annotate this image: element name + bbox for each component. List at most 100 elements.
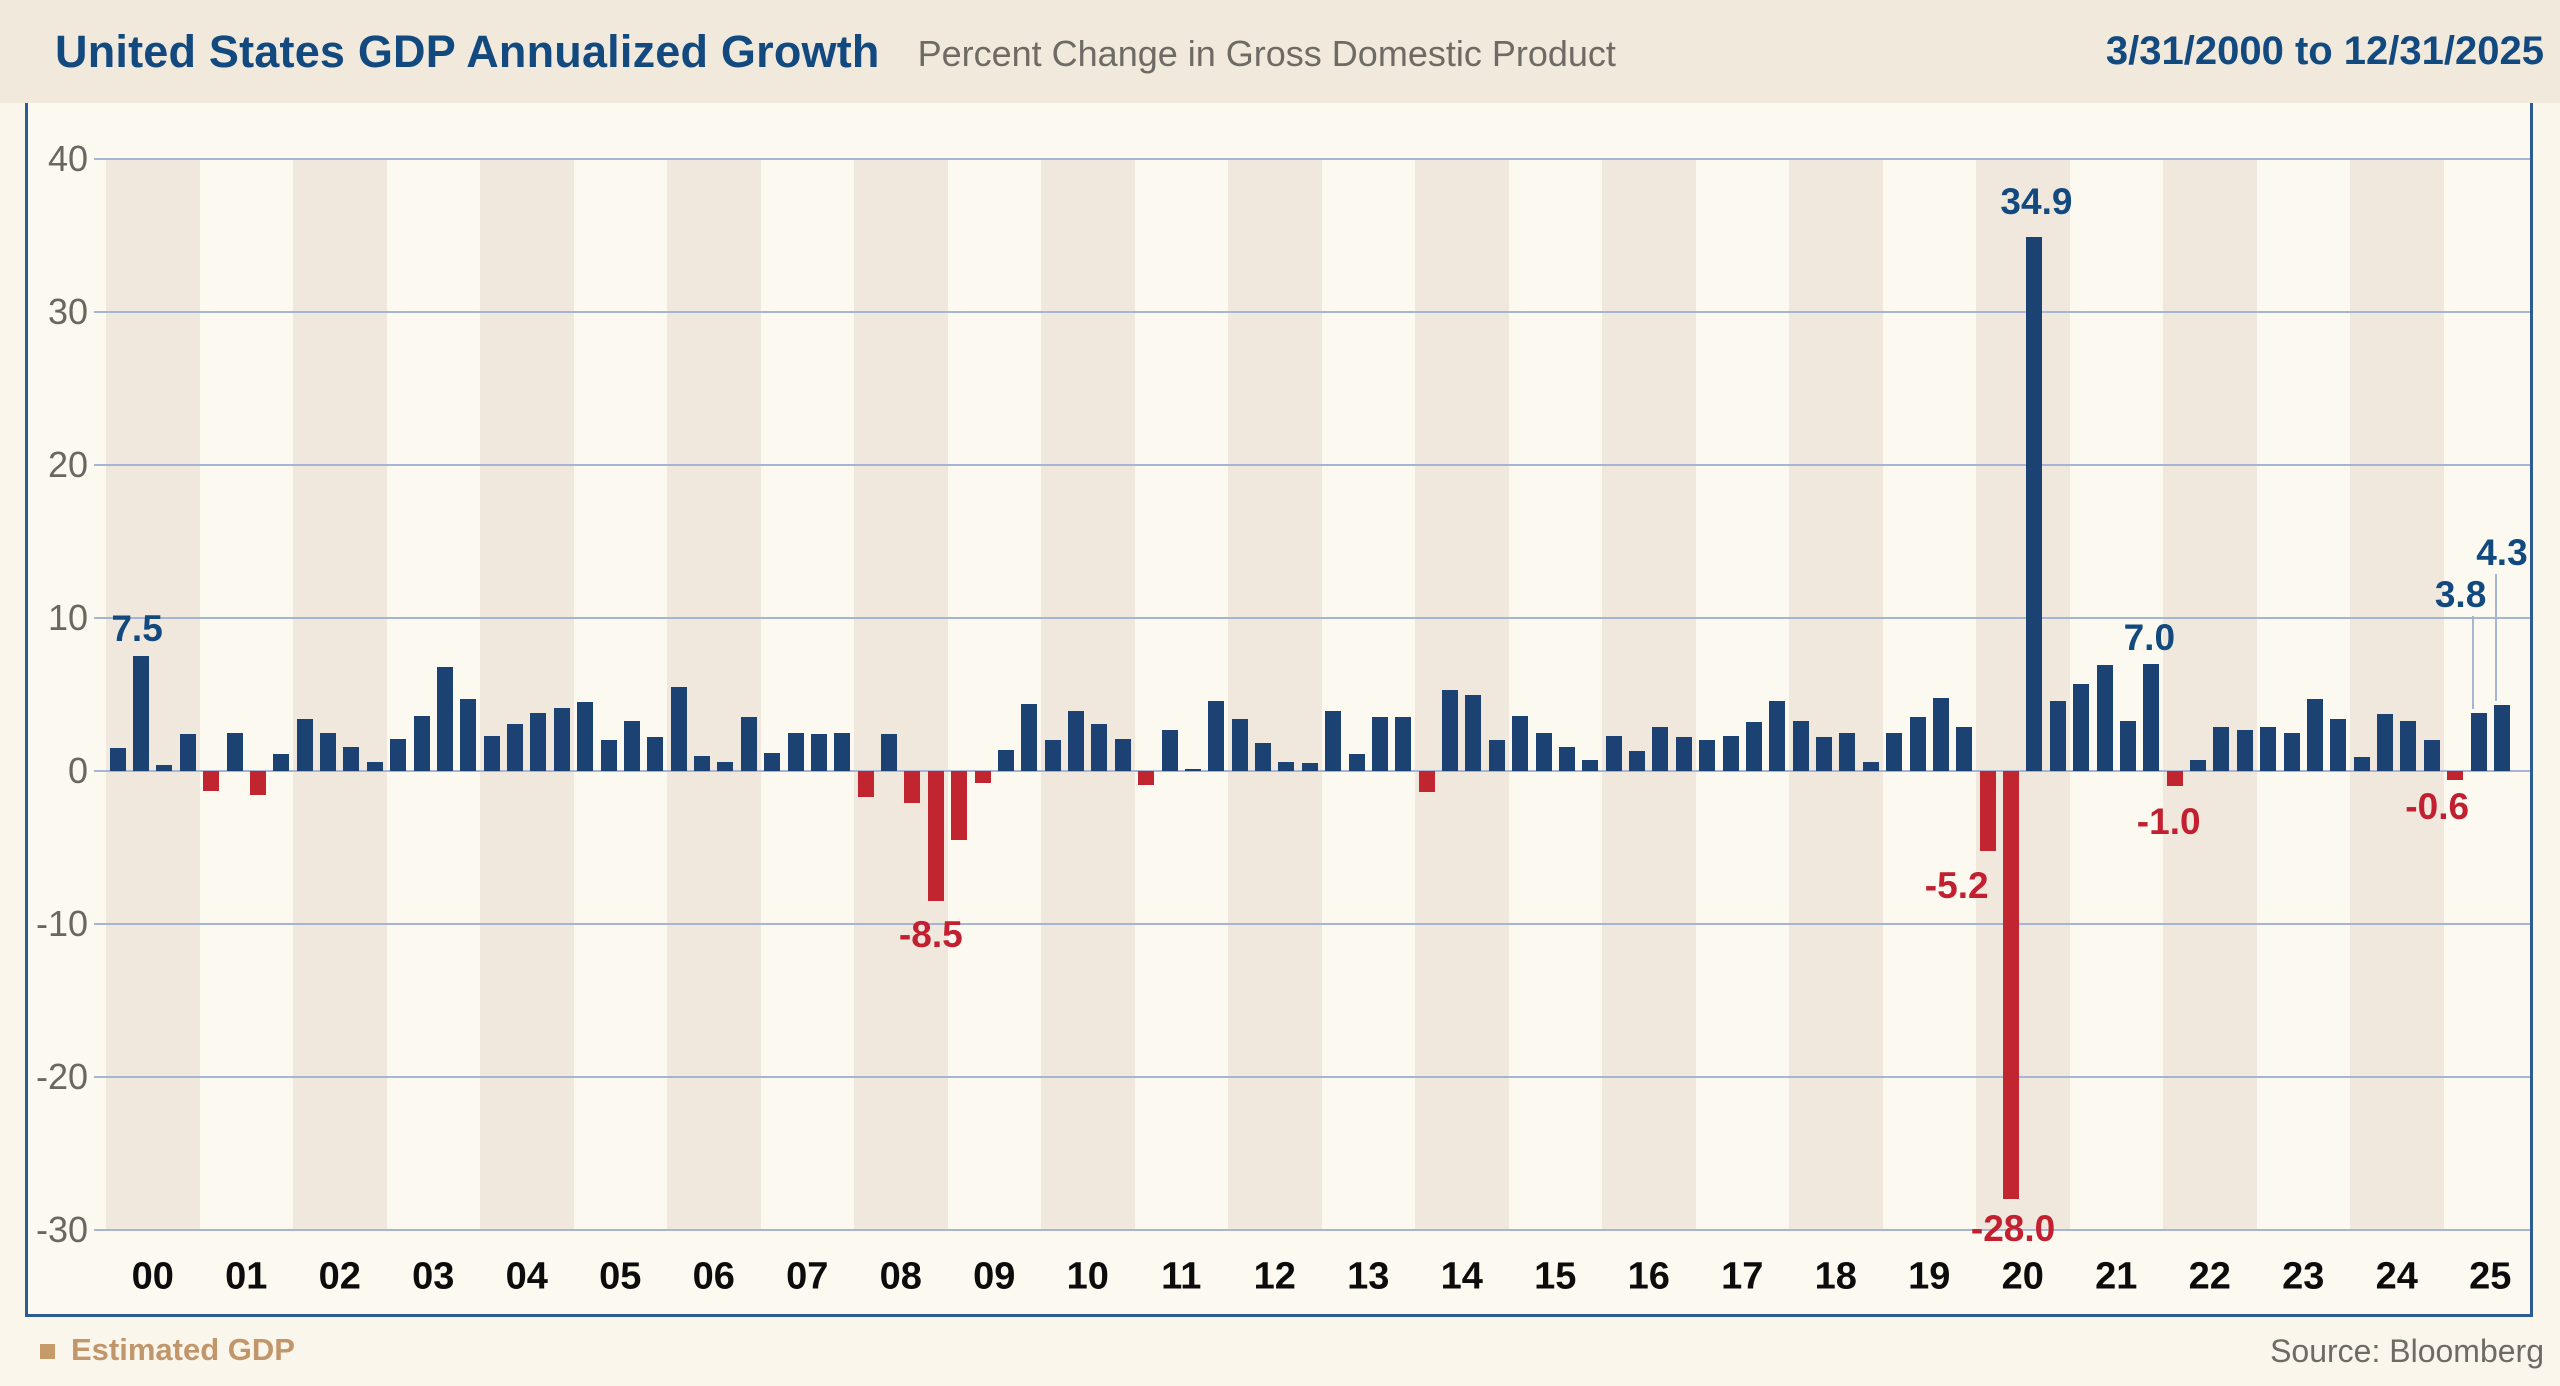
chart-title: United States GDP Annualized Growth [55, 25, 880, 77]
bar-20-q2 [2003, 771, 2020, 1200]
bar-11-q4 [1208, 700, 1225, 771]
annotation-7.5: 7.5 [111, 608, 163, 650]
annotation--8.5: -8.5 [898, 914, 963, 956]
x-axis-label-16: 16 [1627, 1255, 1670, 1298]
x-axis-label-20: 20 [2001, 1255, 2044, 1298]
bar-18-q4 [1862, 761, 1879, 771]
bar-10-q2 [1068, 711, 1085, 771]
bar-25-q1 [2447, 771, 2464, 781]
year-stripe-22 [2163, 159, 2257, 1230]
bar-14-q2 [1442, 689, 1459, 771]
bar-22-q3 [2213, 726, 2230, 771]
gridline--30 [94, 1229, 2530, 1231]
year-stripe-12 [1228, 159, 1322, 1230]
bar-05-q4 [647, 737, 664, 771]
bar-12-q1 [1231, 718, 1248, 771]
bar-16-q3 [1652, 726, 1669, 771]
bar-04-q4 [553, 708, 570, 771]
bar-19-q4 [1956, 726, 1973, 771]
chart-subtitle: Percent Change in Gross Domestic Product [917, 32, 1616, 74]
bar-23-q3 [2306, 699, 2323, 771]
y-tick-label-0: 0 [67, 750, 88, 791]
source-credit: Source: Bloomberg [2270, 1333, 2544, 1369]
bar-19-q2 [1909, 717, 1926, 771]
year-stripe-14 [1415, 159, 1509, 1230]
annotation-3.8: 3.8 [2434, 573, 2487, 615]
bar-07-q3 [810, 734, 827, 771]
bar-21-q2 [2096, 665, 2113, 771]
bar-01-q2 [226, 732, 243, 771]
x-axis-label-25: 25 [2469, 1255, 2512, 1298]
bar-14-q4 [1488, 740, 1505, 771]
annotation-leader-4.3 [2494, 574, 2497, 702]
bar-17-q1 [1699, 740, 1716, 771]
chart-footer: Estimated GDP Source: Bloomberg [0, 1317, 2560, 1386]
y-tick-label--30: -30 [35, 1209, 88, 1250]
bar-07-q2 [787, 732, 804, 771]
bar-19-q3 [1932, 697, 1949, 771]
bar-07-q4 [834, 732, 851, 771]
bar-18-q3 [1839, 732, 1856, 771]
bar-00-q1 [109, 748, 126, 771]
x-axis-label-00: 00 [131, 1255, 174, 1298]
bar-17-q4 [1769, 700, 1786, 771]
year-stripe-04 [480, 159, 574, 1230]
bar-20-q4 [2049, 700, 2066, 771]
bar-14-q3 [1465, 694, 1482, 771]
date-range: 3/31/2000 to 12/31/2025 [2105, 29, 2544, 73]
bar-23-q1 [2260, 726, 2277, 771]
bar-13-q3 [1371, 717, 1388, 771]
bar-04-q3 [530, 712, 547, 771]
x-axis-label-09: 09 [973, 1255, 1016, 1298]
bar-08-q4 [927, 771, 944, 902]
legend-label: Estimated GDP [71, 1331, 295, 1367]
bar-00-q2 [133, 656, 150, 771]
bar-15-q3 [1558, 746, 1575, 771]
bar-03-q3 [436, 666, 453, 771]
bar-15-q2 [1535, 732, 1552, 771]
annotation--1.0: -1.0 [2136, 801, 2201, 843]
bar-22-q4 [2236, 729, 2253, 771]
annotation-34.9: 34.9 [2000, 181, 2073, 223]
bar-12-q3 [1278, 761, 1295, 771]
x-axis-label-11: 11 [1161, 1255, 1202, 1298]
bar-10-q1 [1044, 740, 1061, 771]
bar-13-q4 [1395, 717, 1412, 771]
bar-12-q2 [1255, 743, 1272, 771]
bar-09-q2 [974, 771, 991, 784]
year-stripe-20 [1976, 159, 2070, 1230]
x-axis-label-18: 18 [1814, 1255, 1857, 1298]
gridline-40 [94, 158, 2530, 160]
x-axis-label-14: 14 [1440, 1255, 1483, 1298]
bar-21-q3 [2119, 720, 2136, 771]
gridline-30 [94, 311, 2530, 313]
bar-24-q2 [2377, 714, 2394, 771]
year-stripe-24 [2350, 159, 2444, 1230]
bar-10-q3 [1091, 723, 1108, 771]
chart-header: United States GDP Annualized Growth Perc… [0, 0, 2560, 103]
bar-02-q4 [366, 761, 383, 771]
bar-25-q3 [2493, 705, 2510, 771]
bar-16-q1 [1605, 735, 1622, 771]
x-axis-label-01: 01 [225, 1255, 268, 1298]
bar-06-q4 [740, 717, 757, 771]
gridline-10 [94, 617, 2530, 619]
bar-04-q1 [483, 735, 500, 771]
bar-21-q1 [2073, 683, 2090, 771]
bar-22-q2 [2190, 760, 2207, 771]
x-axis-label-24: 24 [2375, 1255, 2418, 1298]
y-tick-label-20: 20 [47, 444, 88, 485]
bar-09-q4 [1021, 703, 1038, 771]
annotation-7.0: 7.0 [2123, 616, 2176, 658]
bar-16-q2 [1629, 751, 1646, 771]
x-axis-label-08: 08 [879, 1255, 922, 1298]
bar-02-q1 [296, 718, 313, 771]
x-axis-label-12: 12 [1253, 1255, 1296, 1298]
x-axis-label-13: 13 [1347, 1255, 1390, 1298]
annotation-leader-3.8 [2471, 615, 2474, 709]
bar-05-q3 [623, 720, 640, 771]
annotation--28.0: -28.0 [1970, 1208, 2056, 1250]
bar-01-q1 [203, 771, 220, 791]
gridline-0 [94, 770, 2530, 772]
x-axis-label-07: 07 [786, 1255, 829, 1298]
